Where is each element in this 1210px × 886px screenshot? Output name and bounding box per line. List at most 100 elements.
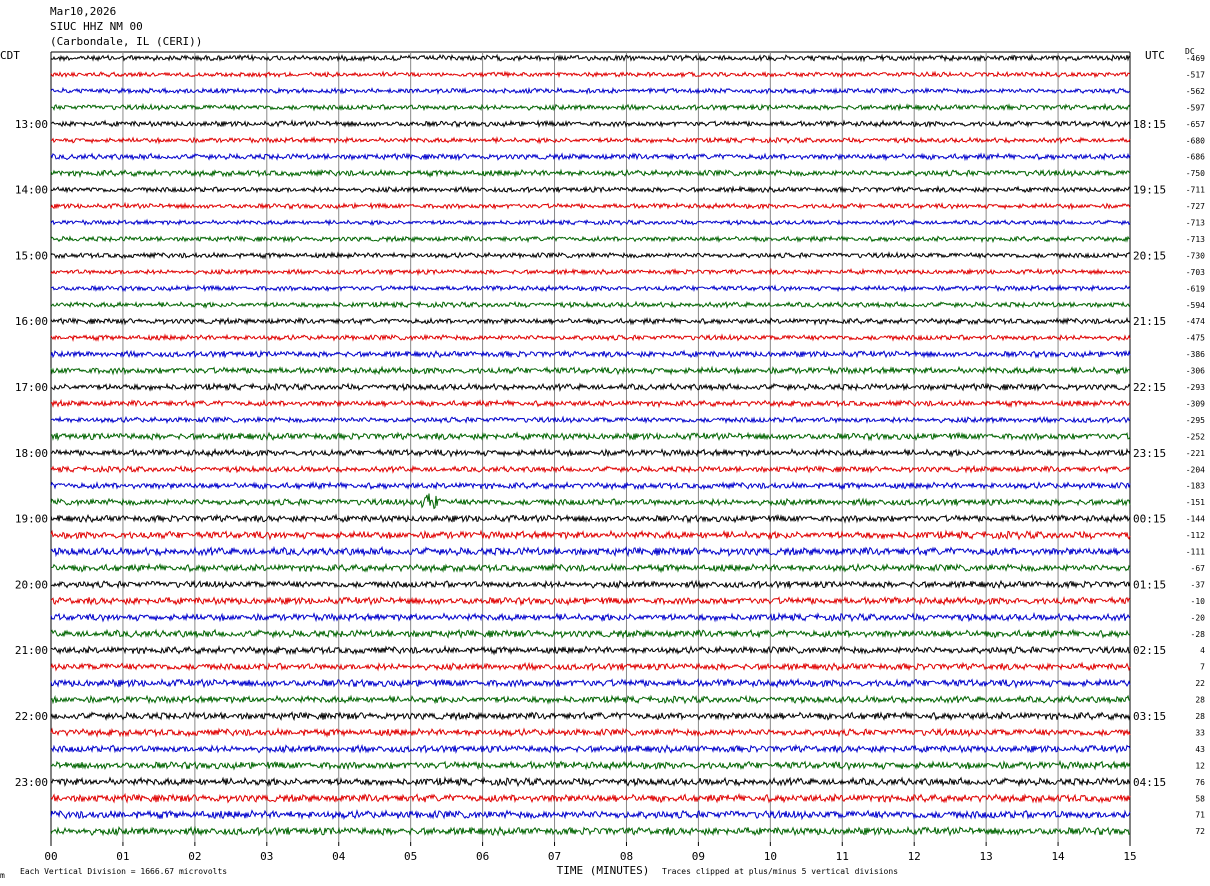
x-tick-label: 02 [188,850,201,863]
seismic-trace [50,727,1131,738]
dc-offset-label: -680 [1186,136,1205,145]
x-tick-label: 07 [548,850,561,863]
dc-offset-label: -309 [1186,399,1205,408]
dc-offset-label: -183 [1186,482,1205,491]
seismic-trace [50,825,1131,837]
seismic-trace [50,119,1131,129]
x-tick-label: 14 [1051,850,1065,863]
seismic-trace [50,431,1131,442]
utc-hour-label: 20:15 [1133,249,1166,262]
x-tick-label: 04 [332,850,346,863]
local-hour-label: 14:00 [15,184,48,197]
seismic-trace [50,809,1131,821]
seismic-trace [50,661,1131,672]
seismic-trace [50,529,1131,541]
local-hour-label: 19:00 [15,513,48,526]
dc-offset-label: -386 [1186,350,1205,359]
dc-offset-label: -597 [1186,103,1205,112]
seismic-trace [50,398,1131,409]
local-timezone-label: CDT [0,49,20,62]
utc-timezone-label: UTC [1145,49,1165,62]
seismic-trace [50,251,1131,260]
scale-note: Each Vertical Division = 1666.67 microvo… [20,867,228,876]
header-date: Mar10,2026 [50,5,117,18]
x-tick-label: 05 [404,850,417,863]
dc-offset-label: 28 [1195,696,1205,705]
seismic-trace [50,300,1131,310]
x-axis-title: TIME (MINUTES) [557,864,650,877]
seismic-trace [50,102,1131,112]
utc-hour-label: 19:15 [1133,184,1166,197]
seismic-trace [50,677,1131,689]
dc-offset-label: -713 [1186,219,1205,228]
seismic-trace [50,382,1131,392]
utc-hour-label: 03:15 [1133,710,1166,723]
seismic-trace [50,168,1131,179]
dc-offset-label: 72 [1195,827,1205,836]
dc-offset-label: -750 [1186,169,1205,178]
x-tick-label: 06 [476,850,489,863]
dc-offset-label: -111 [1186,548,1205,557]
local-hour-label: 17:00 [15,381,48,394]
local-hour-label: 23:00 [15,776,48,789]
utc-hour-label: 00:15 [1133,513,1166,526]
seismic-trace [50,218,1131,227]
header-location: (Carbondale, IL (CERI)) [50,35,203,48]
dc-offset-label: -562 [1186,87,1205,96]
seismic-trace [50,267,1131,276]
dc-offset-label: -37 [1191,580,1206,589]
dc-offset-label: -730 [1186,251,1205,260]
seismic-trace [50,743,1131,754]
utc-hour-label: 18:15 [1133,118,1166,131]
dc-offset-label: 71 [1195,811,1205,820]
seismic-trace [50,513,1131,524]
x-tick-label: 13 [980,850,993,863]
dc-offset-label: 76 [1195,778,1205,787]
local-hour-label: 13:00 [15,118,48,131]
dc-offset-label: -295 [1186,416,1205,425]
seismic-trace [50,86,1131,95]
dc-offset-label: -28 [1191,630,1206,639]
seismic-trace [50,579,1131,590]
local-hour-label: 22:00 [15,710,48,723]
utc-hour-label: 22:15 [1133,381,1166,394]
dc-offset-label: -703 [1186,268,1205,277]
seismic-trace [50,365,1131,376]
corner-mark: m [0,871,5,880]
seismic-trace [50,480,1131,491]
seismic-trace [50,235,1131,244]
utc-hour-label: 01:15 [1133,578,1166,591]
seismic-trace [50,464,1131,475]
seismic-trace [50,283,1131,293]
x-tick-label: 00 [44,850,57,863]
seismic-trace [50,201,1131,211]
dc-offset-label: -204 [1186,465,1205,474]
dc-offset-label: -221 [1186,449,1205,458]
dc-offset-label: -469 [1186,54,1205,63]
seismic-traces [50,53,1131,837]
utc-hour-label: 02:15 [1133,644,1166,657]
dc-offset-label: -252 [1186,432,1205,441]
local-time-labels: 13:00 14:00 15:00 16:00 17:00 18:00 19:00 20:00… [15,118,48,789]
dc-offset-label: -657 [1186,120,1205,129]
seismic-trace [50,333,1131,342]
seismic-trace [50,447,1131,458]
local-hour-label: 18:00 [15,447,48,460]
dc-offset-label: -10 [1191,597,1206,606]
seismic-trace [50,152,1131,162]
dc-offset-label: 12 [1195,761,1205,770]
seismic-trace [50,792,1131,804]
dc-offset-label: -727 [1186,202,1205,211]
seismic-trace [50,759,1131,771]
seismic-trace [50,628,1131,640]
seismic-trace [50,562,1131,574]
x-tick-label: 09 [692,850,705,863]
seismic-trace [50,53,1131,63]
x-tick-label: 10 [764,850,777,863]
seismic-trace [50,545,1131,558]
seismic-trace [50,611,1131,623]
x-tick-label: 03 [260,850,273,863]
local-hour-label: 15:00 [15,249,48,262]
seismic-trace [50,415,1131,425]
